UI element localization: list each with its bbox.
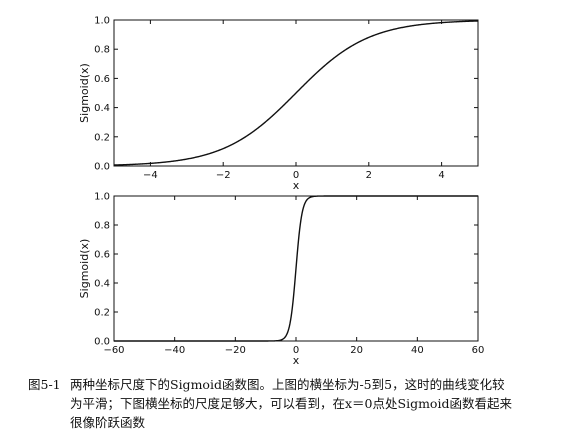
x-tick-label: 60 <box>472 345 485 356</box>
x-tick-label: −2 <box>216 170 231 181</box>
x-tick-label: 0 <box>293 345 299 356</box>
x-axis-label: x <box>293 354 300 367</box>
y-tick-label: 1.0 <box>94 16 110 27</box>
y-axis-label: Sigmoid(x) <box>78 239 91 299</box>
y-tick-label: 0.6 <box>94 74 110 85</box>
y-tick-label: 0.4 <box>94 103 110 114</box>
x-tick-label: −60 <box>103 345 124 356</box>
x-tick-label: 40 <box>411 345 424 356</box>
caption-line-2: 为平滑；下图横坐标的尺度足够大，可以看到，在x＝0点处Sigmoid函数看起来 <box>70 396 512 411</box>
y-tick-label: 0.0 <box>94 337 110 348</box>
y-tick-label: 1.0 <box>94 192 110 203</box>
x-tick-label: −40 <box>164 345 185 356</box>
y-axis-label: Sigmoid(x) <box>78 63 91 123</box>
x-tick-label: −20 <box>225 345 246 356</box>
chart-bottom: −60 −40 −20 0 20 40 60 0.0 0.2 0.4 0.6 0.8 1.0 x Sigmo… <box>78 192 484 368</box>
y-tick-label: 0.2 <box>94 308 110 319</box>
x-tick-label: 4 <box>438 170 444 181</box>
x-tick-label: 0 <box>293 170 299 181</box>
sigmoid-series-line <box>114 195 478 342</box>
y-tick-label: 0.8 <box>94 45 110 56</box>
y-tick-label: 0.8 <box>94 221 110 232</box>
y-tick-label: 0.6 <box>94 250 110 261</box>
x-tick-label: −4 <box>143 170 158 181</box>
y-tick-label: 0.0 <box>94 162 110 173</box>
x-tick-label: 20 <box>350 345 363 356</box>
caption-figure-number: 图5-1 <box>28 377 61 392</box>
x-axis-label: x <box>293 179 300 192</box>
sigmoid-series-line <box>113 20 479 166</box>
caption-line-3: 很像阶跃函数 <box>70 415 146 430</box>
caption-line-1: 两种坐标尺度下的Sigmoid函数图。上图的横坐标为-5到5，这时的曲线变化较 <box>70 377 505 392</box>
figure-caption: 图5-1 两种坐标尺度下的Sigmoid函数图。上图的横坐标为-5到5，这时的曲线… <box>28 375 558 432</box>
x-tick-label: 2 <box>366 170 372 181</box>
y-tick-label: 0.2 <box>94 132 110 143</box>
chart-top: −4 −2 0 2 4 0.0 0.2 0.4 0.6 0.8 1.0 x Sigmoid(x) <box>78 16 479 192</box>
y-tick-label: 0.4 <box>94 279 110 290</box>
